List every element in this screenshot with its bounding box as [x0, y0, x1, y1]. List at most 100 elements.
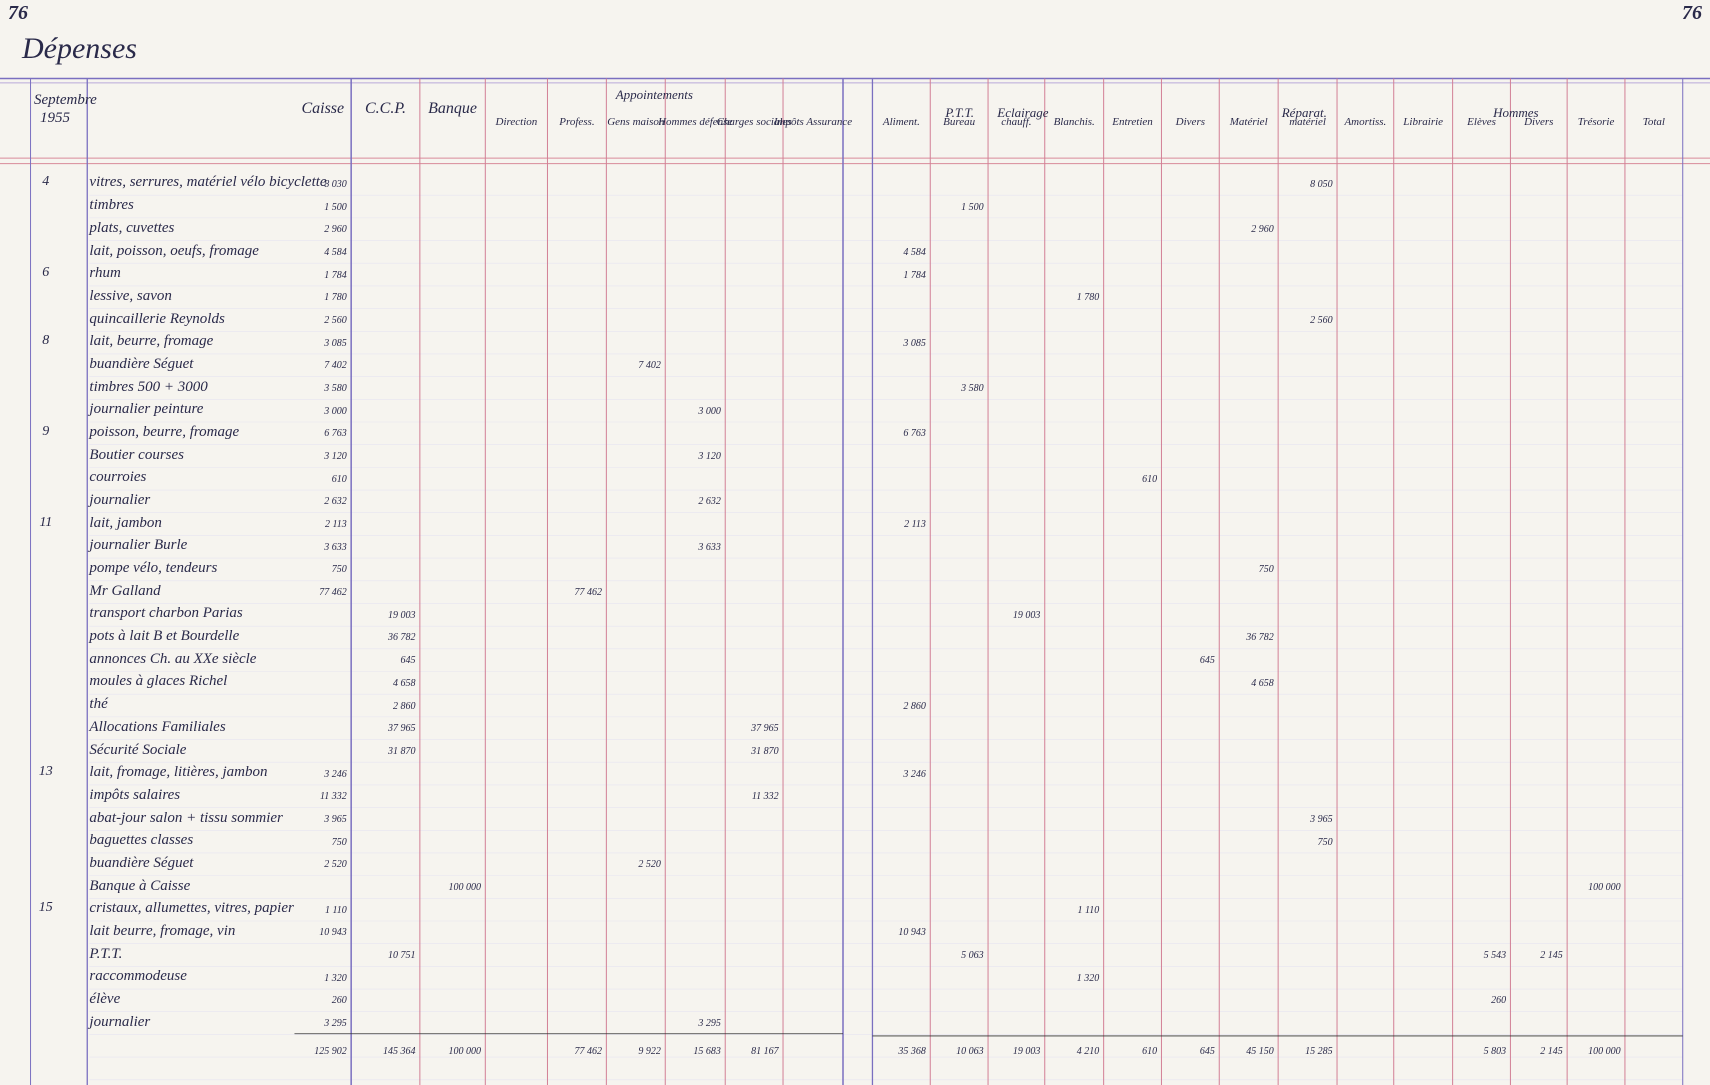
row-description: Banque à Caisse: [89, 877, 191, 894]
column-total: 19 003: [1012, 1045, 1041, 1057]
row-amount: 1 780: [1076, 292, 1100, 304]
row-amount: 31 870: [751, 745, 779, 757]
page-number: 76: [8, 2, 28, 24]
column-header: Librairie: [1403, 115, 1444, 128]
row-day: 13: [38, 764, 53, 780]
row-description: raccommodeuse: [89, 968, 187, 985]
row-description: lessive, savon: [89, 287, 172, 304]
row-amount: 610: [1142, 473, 1158, 485]
row-amount: 3 120: [324, 451, 347, 462]
row-amount: 2 145: [1540, 950, 1563, 961]
row-day: 9: [42, 423, 50, 439]
group-header: Eclairage: [997, 104, 1049, 120]
row-description: journalier: [89, 492, 151, 508]
row-amount: 3 085: [324, 337, 347, 349]
row-description: rhum: [89, 265, 121, 282]
row-description: annonces Ch. au XXe siècle: [89, 650, 257, 667]
row-amount: 1 500: [961, 201, 984, 213]
row-description: moules à glaces Richel: [89, 673, 228, 690]
column-header: Aliment.: [882, 115, 920, 128]
row-amount: 8 050: [1310, 178, 1333, 190]
row-description: Mr Galland: [89, 582, 161, 599]
column-header: Entretien: [1112, 115, 1153, 128]
row-amount: 19 003: [388, 609, 416, 621]
year: 1955: [40, 110, 70, 126]
column-total: 81 167: [751, 1045, 779, 1057]
row-amount: 6 763: [324, 428, 347, 440]
column-total: 2 145: [1540, 1045, 1563, 1057]
column-total: 5 803: [1483, 1045, 1507, 1057]
row-description: lait, beurre, fromage: [89, 333, 214, 350]
row-amount: 3 580: [324, 382, 347, 394]
row-amount: 1 110: [1077, 904, 1100, 916]
column-header: Gens maison: [607, 115, 665, 128]
row-amount: 2 113: [325, 519, 347, 531]
row-day: 11: [39, 514, 53, 530]
row-amount: 36 782: [388, 632, 416, 644]
row-amount: 3 633: [698, 541, 721, 553]
row-amount: 8 030: [324, 178, 347, 190]
row-description: journalier Burle: [89, 537, 188, 554]
row-amount: 2 860: [393, 700, 416, 712]
column-header: Charges sociales: [716, 115, 792, 128]
row-description: élève: [89, 991, 121, 1007]
row-amount: 610: [331, 473, 347, 485]
row-description: buandière Séguet: [89, 355, 194, 372]
row-amount: 750: [331, 836, 347, 848]
row-description: impôts salaires: [89, 786, 181, 803]
row-amount: 260: [331, 995, 347, 1007]
row-amount: 2 560: [1310, 314, 1333, 326]
column-total: 35 368: [898, 1045, 926, 1057]
row-amount: 10 943: [898, 927, 926, 939]
column-header: Hommes défense: [658, 115, 733, 128]
row-amount: 3 580: [961, 382, 984, 394]
row-amount: 31 870: [388, 745, 416, 757]
row-amount: 645: [400, 655, 416, 667]
row-amount: 3 295: [324, 1018, 347, 1030]
row-description: lait, fromage, litières, jambon: [89, 764, 268, 781]
group-header: Réparat.: [1281, 104, 1327, 120]
row-day: 4: [42, 174, 50, 190]
row-amount: 3 246: [903, 768, 926, 780]
row-amount: 3 000: [698, 405, 721, 417]
row-amount: 3 965: [324, 813, 347, 825]
column-header: Divers: [1175, 115, 1206, 128]
row-amount: 100 000: [448, 881, 481, 893]
row-amount: 2 520: [638, 859, 661, 871]
row-description: timbres: [89, 197, 134, 214]
row-amount: 11 332: [751, 791, 779, 803]
column-total: 9 922: [638, 1045, 661, 1057]
row-amount: 4 658: [393, 677, 416, 689]
row-amount: 100 000: [1588, 881, 1621, 893]
row-amount: 3 295: [698, 1018, 721, 1030]
row-description: Allocations Familiales: [89, 718, 226, 735]
row-amount: 3 965: [1310, 813, 1333, 825]
row-description: pots à lait B et Bourdelle: [89, 628, 240, 645]
group-header: Hommes: [1493, 104, 1539, 120]
row-description: Sécurité Sociale: [89, 741, 187, 758]
column-header: Amortiss.: [1344, 115, 1387, 128]
row-day: 6: [42, 265, 50, 281]
row-amount: 1 500: [324, 201, 347, 213]
row-amount: 1 784: [324, 269, 347, 281]
column-header: Direction: [495, 115, 538, 128]
row-amount: 2 520: [324, 859, 347, 871]
row-description: abat-jour salon + tissu sommier: [89, 809, 283, 826]
column-header: Impôts Assurance: [773, 115, 853, 128]
row-amount: 10 751: [388, 950, 416, 961]
row-description: courroies: [89, 469, 147, 486]
column-total: 145 364: [383, 1045, 416, 1057]
row-description: thé: [89, 696, 108, 713]
row-amount: 2 632: [324, 496, 347, 508]
column-total: 15 285: [1305, 1045, 1333, 1057]
row-amount: 1 320: [324, 972, 347, 984]
page-number: 76: [1682, 2, 1702, 24]
row-day: 15: [38, 900, 53, 916]
row-amount: 260: [1491, 995, 1507, 1007]
column-header: Blanchis.: [1053, 115, 1095, 128]
row-amount: 2 632: [698, 496, 721, 508]
row-amount: 7 402: [638, 360, 661, 372]
column-total: 77 462: [574, 1045, 602, 1057]
page-title: Dépenses: [22, 32, 137, 65]
